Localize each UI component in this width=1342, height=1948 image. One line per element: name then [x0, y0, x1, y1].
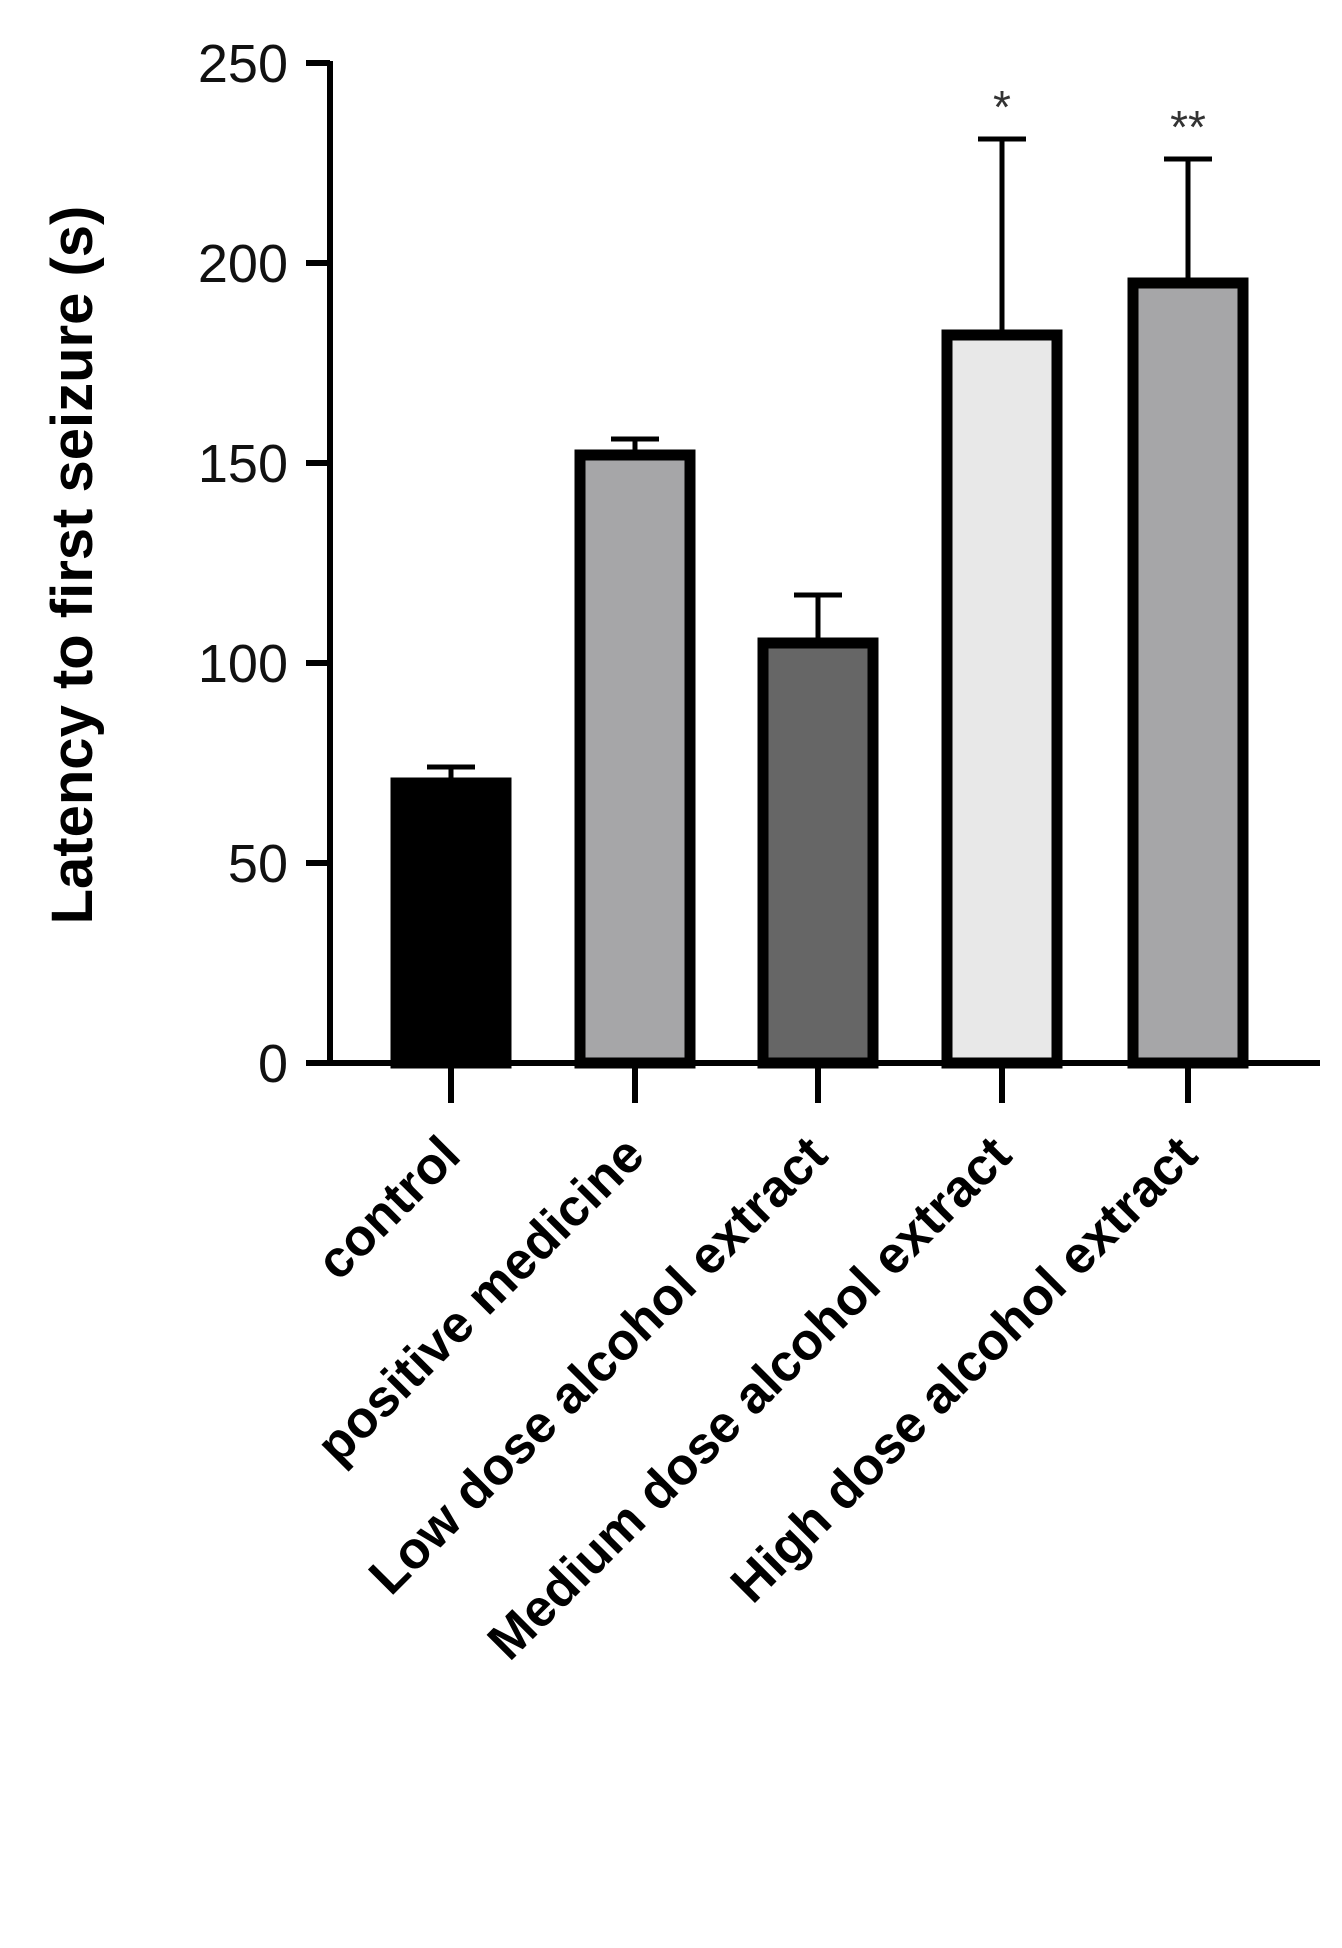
x-tick-label: positive medicine: [306, 1125, 656, 1475]
bar: [941, 329, 1063, 1069]
y-tick-label: 50: [228, 834, 288, 894]
bar: [1127, 277, 1249, 1069]
bar: [757, 637, 879, 1069]
y-tick-label: 100: [198, 634, 288, 694]
bars: * **: [390, 81, 1249, 1069]
y-axis-label: Latency to first seizure (s): [40, 206, 105, 925]
bar: [390, 777, 512, 1069]
bar: [574, 449, 696, 1069]
x-tick-label: control: [306, 1125, 472, 1291]
y-tick-label: 150: [198, 434, 288, 494]
y-tick-label: 0: [258, 1034, 288, 1094]
significance-marker: *: [993, 81, 1011, 133]
y-axis: 0 50 100 150 200 250: [198, 34, 333, 1094]
y-tick-label: 200: [198, 234, 288, 294]
y-tick-label: 250: [198, 34, 288, 94]
significance-marker: **: [1170, 101, 1206, 153]
